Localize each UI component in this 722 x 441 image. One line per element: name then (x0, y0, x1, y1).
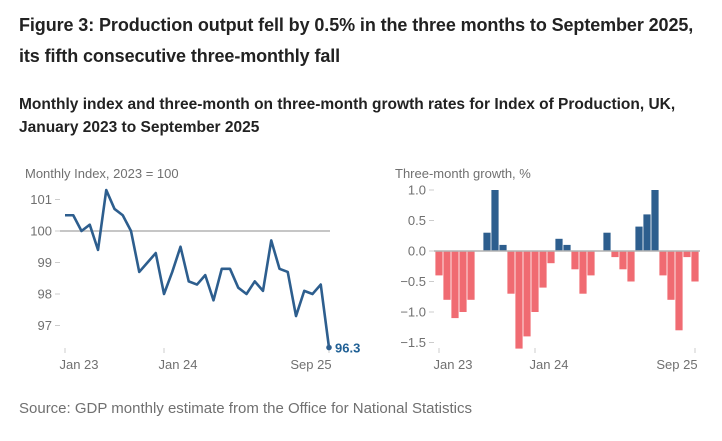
bar-y-tick-label: −1.0 (400, 305, 426, 320)
bar-negative (459, 251, 467, 312)
line-x-tick-label: Jan 24 (158, 357, 197, 372)
line-x-tick-label: Sep 25 (290, 357, 331, 372)
bar-negative (587, 251, 595, 276)
line-x-axis: Jan 23 Jan 24 Sep 25 (59, 348, 332, 372)
monthly-index-line (65, 188, 331, 348)
bar-negative (571, 251, 579, 270)
line-y-tick-label: 98 (38, 287, 52, 302)
bar-negative (691, 251, 699, 282)
bar-negative (531, 251, 539, 312)
line-y-axis: 97 98 99 100 101 (30, 192, 60, 333)
end-point-marker (326, 344, 332, 351)
bar-positive (499, 244, 507, 251)
line-y-tick-label: 97 (38, 318, 52, 333)
bar-negative (467, 251, 475, 300)
bar-chart: Three-month growth, % −1.5 −1.0 −0.5 0.0 0.5… (395, 166, 700, 372)
bar-negative (539, 251, 547, 288)
bar-negative (547, 251, 555, 264)
bar-x-tick-label: Jan 23 (433, 357, 472, 372)
bar-positive (651, 190, 659, 251)
bar-positive (555, 238, 563, 251)
bar-positive (643, 214, 651, 251)
line-chart: Monthly Index, 2023 = 100 97 98 99 100 101 J… (25, 166, 360, 372)
bar-negative (443, 251, 451, 300)
bar-negative (659, 251, 667, 276)
line-x-tick-label: Jan 23 (59, 357, 98, 372)
line-y-tick-label: 99 (38, 255, 52, 270)
line-y-tick-label: 101 (30, 192, 52, 207)
bar-y-tick-label: −1.5 (400, 335, 426, 350)
line-y-axis-title: Monthly Index, 2023 = 100 (25, 166, 179, 181)
bar-negative (611, 251, 619, 258)
bar-negative (451, 251, 459, 319)
bar-x-tick-label: Sep 25 (656, 357, 697, 372)
bar-negative (627, 251, 635, 282)
bar-positive (491, 190, 499, 251)
bar-negative (579, 251, 587, 294)
bar-y-tick-label: 0.0 (408, 244, 426, 259)
source-note: Source: GDP monthly estimate from the Of… (19, 400, 472, 417)
line-y-tick-label: 100 (30, 224, 52, 239)
bar-y-tick-label: 0.5 (408, 213, 426, 228)
bar-negative (683, 251, 691, 258)
bar-negative (515, 251, 523, 349)
bar-positive (483, 232, 491, 251)
figure-title: Figure 3: Production output fell by 0.5%… (19, 15, 694, 66)
end-value-label: 96.3 (335, 341, 360, 356)
bar-y-axis-title: Three-month growth, % (395, 166, 531, 181)
figure-subtitle: Monthly index and three-month on three-m… (19, 96, 676, 136)
bar-positive (563, 244, 571, 251)
bar-negative (619, 251, 627, 270)
bar-positive (603, 232, 611, 251)
bar-y-tick-label: −0.5 (400, 274, 426, 289)
bar-negative (507, 251, 515, 294)
bars-group (435, 190, 699, 349)
bar-negative (675, 251, 683, 331)
bar-x-tick-label: Jan 24 (529, 357, 568, 372)
bar-y-tick-label: 1.0 (408, 183, 426, 198)
bar-positive (635, 226, 643, 251)
bar-y-axis: −1.5 −1.0 −0.5 0.0 0.5 1.0 (400, 183, 434, 350)
bar-negative (435, 251, 443, 276)
bar-x-axis: Jan 23 Jan 24 Sep 25 (433, 348, 698, 372)
bar-negative (667, 251, 675, 300)
bar-negative (523, 251, 531, 337)
